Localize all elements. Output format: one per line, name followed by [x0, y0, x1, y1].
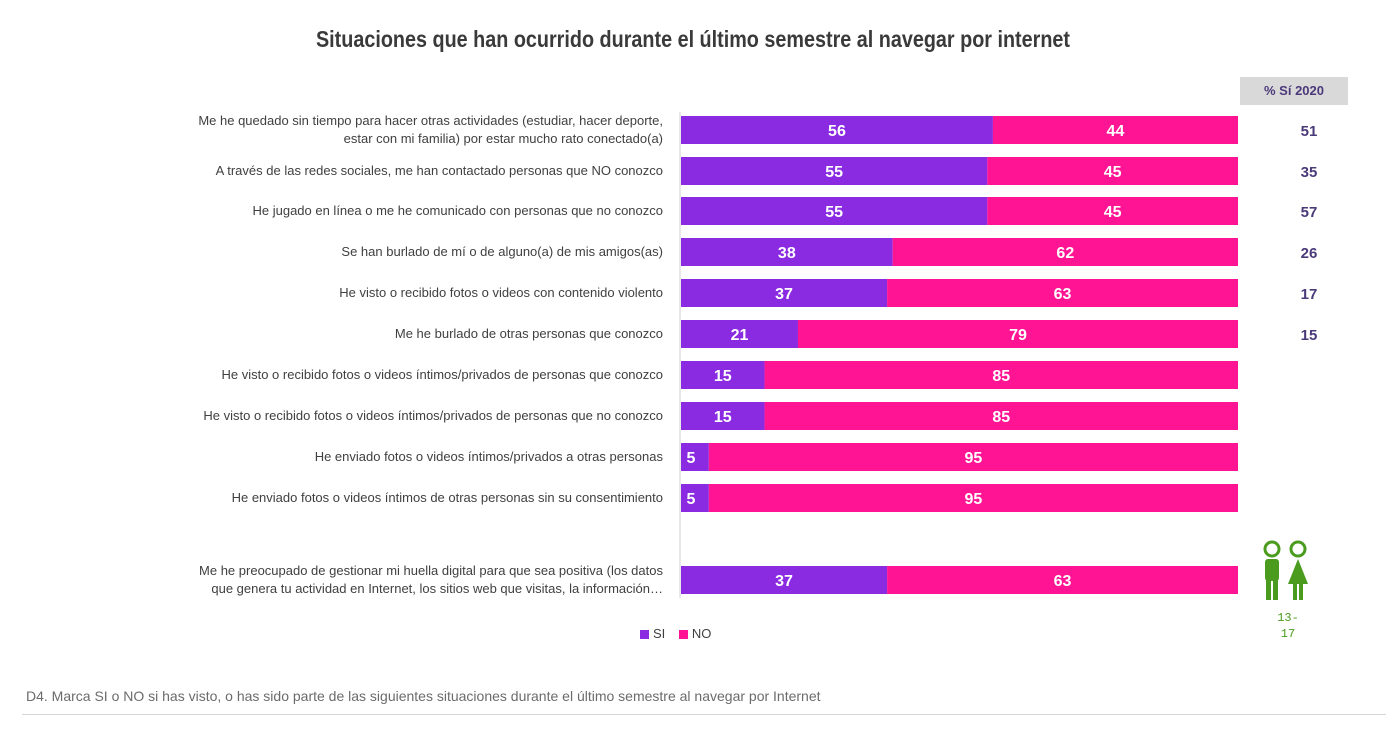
bar-si — [681, 157, 988, 185]
category-label: He visto o recibido fotos o videos íntim… — [203, 408, 663, 423]
bar-no — [987, 197, 1238, 225]
bar-si — [681, 566, 888, 594]
data-label-si: 21 — [731, 327, 749, 344]
legend-label-si: SI — [653, 626, 666, 641]
si-2020-header: % Sí 2020 — [1240, 77, 1348, 105]
footnote: D4. Marca SI o NO si has visto, o has si… — [26, 688, 821, 704]
legend-label-no: NO — [691, 626, 712, 641]
bar-no — [797, 320, 1238, 348]
data-label-no: 79 — [1009, 327, 1027, 344]
category-label: He jugado en línea o me he comunicado co… — [252, 203, 663, 218]
category-label: Me he preocupado de gestionar mi huella … — [199, 563, 663, 596]
bar-si — [681, 484, 709, 512]
data-label-si: 5 — [687, 450, 696, 467]
data-label-no: 62 — [1056, 245, 1074, 262]
data-label-si: 55 — [825, 164, 843, 181]
bar-no — [892, 238, 1238, 266]
bar-no — [992, 116, 1238, 144]
bar-si — [681, 443, 709, 471]
legend-swatch-no — [678, 630, 688, 640]
bar-si — [681, 402, 765, 430]
bar-no — [764, 361, 1238, 389]
footer-divider — [22, 714, 1386, 715]
bar-si — [681, 197, 988, 225]
data-label-si: 5 — [687, 491, 696, 508]
bar-si — [681, 116, 993, 144]
bar-no — [764, 402, 1238, 430]
category-label: He visto o recibido fotos o videos íntim… — [221, 367, 663, 382]
data-label-no: 85 — [992, 368, 1010, 385]
data-label-si: 55 — [825, 204, 843, 221]
category-label: He enviado fotos o videos íntimos/privad… — [315, 449, 664, 464]
bar-no — [887, 279, 1238, 307]
bar-no — [987, 157, 1238, 185]
age-range-label: 13- 17 — [1277, 611, 1299, 641]
si-2020-value: 26 — [1301, 245, 1318, 262]
data-label-si: 15 — [714, 409, 732, 426]
people-icon — [1263, 540, 1308, 600]
data-label-si: 37 — [775, 286, 793, 303]
data-label-no: 45 — [1104, 204, 1122, 221]
bar-si — [681, 279, 888, 307]
data-label-no: 85 — [992, 409, 1010, 426]
si-2020-value: 51 — [1301, 123, 1318, 140]
category-label: Me he quedado sin tiempo para hacer otra… — [198, 113, 663, 146]
category-label: Me he burlado de otras personas que cono… — [395, 326, 663, 341]
data-label-no: 63 — [1054, 573, 1072, 590]
si-2020-value: 15 — [1301, 327, 1318, 344]
data-label-no: 44 — [1107, 123, 1125, 140]
data-label-no: 45 — [1104, 164, 1122, 181]
data-label-no: 95 — [965, 450, 983, 467]
si-2020-value: 57 — [1301, 204, 1318, 221]
data-label-si: 38 — [778, 245, 796, 262]
data-label-no: 63 — [1054, 286, 1072, 303]
category-label: He visto o recibido fotos o videos con c… — [339, 285, 663, 300]
category-label: Se han burlado de mí o de alguno(a) de m… — [341, 244, 663, 259]
si-2020-value: 35 — [1301, 164, 1318, 181]
data-label-si: 37 — [775, 573, 793, 590]
bar-no — [708, 443, 1238, 471]
bar-si — [681, 361, 765, 389]
bar-no — [887, 566, 1238, 594]
legend-swatch-si — [640, 630, 649, 640]
category-label: A través de las redes sociales, me han c… — [216, 163, 663, 178]
data-label-si: 56 — [828, 123, 846, 140]
bar-si — [681, 320, 798, 348]
chart-title: Situaciones que han ocurrido durante el … — [315, 26, 1071, 52]
data-label-si: 15 — [714, 368, 732, 385]
bar-no — [708, 484, 1238, 512]
legend: SI NO — [640, 626, 721, 641]
data-label-no: 95 — [965, 491, 983, 508]
si-2020-value: 17 — [1301, 286, 1318, 303]
category-label: He enviado fotos o videos íntimos de otr… — [232, 490, 663, 505]
bar-si — [681, 238, 893, 266]
